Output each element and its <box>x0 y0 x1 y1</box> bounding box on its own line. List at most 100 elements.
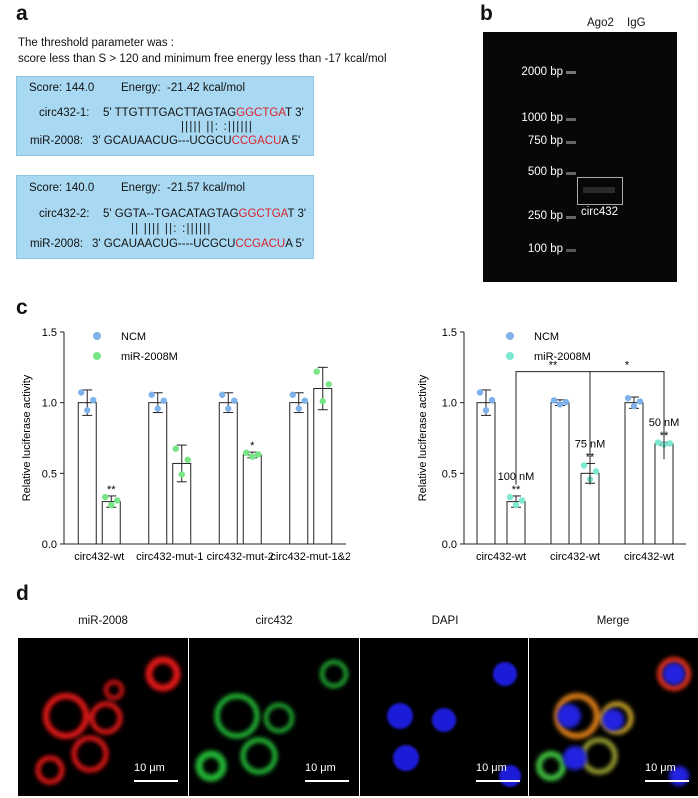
panel-letter-a: a <box>16 2 28 25</box>
ladder-band <box>566 249 576 252</box>
data-point <box>630 402 638 410</box>
data-point <box>506 493 514 501</box>
data-point <box>114 497 121 504</box>
significance-label: ** <box>107 484 116 496</box>
data-point <box>319 398 326 405</box>
category-label: circ432-wt <box>476 551 526 563</box>
data-point <box>295 405 302 412</box>
data-point <box>636 398 644 405</box>
data-point <box>476 389 484 396</box>
band-highlight-box <box>577 177 623 205</box>
threshold-line-1: The threshold parameter was : <box>18 37 174 49</box>
panel-letter-b: b <box>480 2 493 25</box>
micro-image-circ432: 10 μm <box>189 638 359 796</box>
y-axis-label: Relative luciferase activity <box>417 374 429 501</box>
ladder-band <box>566 71 576 74</box>
data-point <box>580 462 588 469</box>
panel-letter-d: d <box>16 582 29 605</box>
data-point <box>231 397 238 404</box>
bar <box>242 454 262 545</box>
data-point <box>102 493 109 501</box>
data-point <box>562 398 570 406</box>
micro-title-dapi: DAPI <box>431 615 459 627</box>
data-point <box>512 501 520 509</box>
legend-label: NCM <box>121 331 146 343</box>
scale-text-4: 10 μm <box>645 762 676 774</box>
bar <box>77 402 97 545</box>
data-point <box>160 397 167 404</box>
data-point <box>666 440 674 447</box>
scale-bar-2 <box>305 780 349 782</box>
bar <box>624 402 644 545</box>
box1-top-label: circ432-1: <box>39 107 90 119</box>
y-tick-label: 0.0 <box>442 539 457 551</box>
energy-1: Energy: -21.42 kcal/mol <box>121 82 246 94</box>
scale-text-1: 10 μm <box>134 762 165 774</box>
box2-top-label: circ432-2: <box>39 208 90 220</box>
data-point <box>518 497 526 504</box>
lane-label-ago2: Ago2 <box>587 17 614 29</box>
category-label: circ432-mut-2 <box>207 551 274 563</box>
chart-luciferase-mutants: 0.0 0.5 1.0 1.5 Relative luciferase activity… <box>21 327 350 563</box>
legend-marker <box>93 352 101 360</box>
data-point <box>184 456 191 463</box>
scale-bar-4 <box>645 780 689 782</box>
y-tick-label: 0.0 <box>42 539 57 551</box>
y-tick-label: 1.5 <box>442 327 457 339</box>
data-point <box>249 453 256 460</box>
chart-luciferase-concentrations: 0.0 0.5 1.0 1.5 Relative luciferase activity… <box>417 327 686 563</box>
bar <box>550 402 570 545</box>
bar <box>218 402 238 545</box>
box2-top-seq: 5' GGTA--TGACATAGTAGGGCTGAT 3' <box>103 208 307 220</box>
data-point <box>624 394 632 402</box>
data-point <box>90 396 97 404</box>
data-point <box>84 407 91 414</box>
data-point <box>178 471 185 478</box>
data-point <box>108 501 115 509</box>
legend-marker <box>506 352 514 360</box>
box2-bot-seq: 3' GCAUAACUG----UCGCUCCGACUA 5' <box>92 238 305 250</box>
box2-bot-label: miR-2008: <box>30 238 84 250</box>
significance-bracket <box>589 371 665 485</box>
scale-text-2: 10 μm <box>305 762 336 774</box>
data-point <box>148 391 155 398</box>
gel-image: 2000 bp 1000 bp 750 bp 500 bp 250 bp 100… <box>483 32 677 282</box>
micro-title-circ432: circ432 <box>255 615 293 627</box>
energy-2: Energy: -21.57 kcal/mol <box>121 182 246 194</box>
category-label: circ432-wt <box>74 551 124 563</box>
data-point <box>654 439 662 446</box>
scale-bar-3 <box>476 780 520 782</box>
band-label: circ432 <box>581 206 619 218</box>
category-label: circ432-mut-1&2 <box>270 551 350 563</box>
data-point <box>550 397 558 404</box>
ladder-band <box>566 118 576 121</box>
y-tick-label: 1.5 <box>42 327 57 339</box>
panel-letter-c: c <box>16 296 28 319</box>
legend-label: NCM <box>534 331 559 343</box>
box1-top-seq: 5' TTGTTTGACTTAGTAGGGCTGAT 3' <box>103 107 304 119</box>
micro-title-mir2008: miR-2008 <box>78 615 128 627</box>
legend-marker <box>93 332 101 340</box>
significance-label: * <box>250 440 255 452</box>
ladder-band <box>566 216 576 219</box>
score-2: Score: 140.0 <box>29 182 95 194</box>
lane-label-igg: IgG <box>627 17 646 29</box>
bar <box>289 402 309 545</box>
data-point <box>592 468 600 475</box>
data-point <box>556 401 564 408</box>
data-point <box>219 391 226 398</box>
category-label: circ432-mut-1 <box>136 551 203 563</box>
data-point <box>255 451 262 458</box>
ladder-250: 250 bp <box>527 210 563 222</box>
y-tick-label: 1.0 <box>442 398 457 410</box>
data-point <box>154 405 161 412</box>
bracket-label: ** <box>549 360 558 372</box>
bar <box>476 402 496 545</box>
alignment-box-1: Score: 144.0 Energy: -21.42 kcal/mol cir… <box>16 76 314 156</box>
micro-image-merge: 10 μm <box>529 638 698 796</box>
ladder-500: 500 bp <box>527 166 563 178</box>
score-1: Score: 144.0 <box>29 82 95 94</box>
box1-pairing: ||||| ||: :|||||| <box>181 121 254 133</box>
ladder-1000: 1000 bp <box>521 112 563 124</box>
y-tick-label: 1.0 <box>42 398 57 410</box>
